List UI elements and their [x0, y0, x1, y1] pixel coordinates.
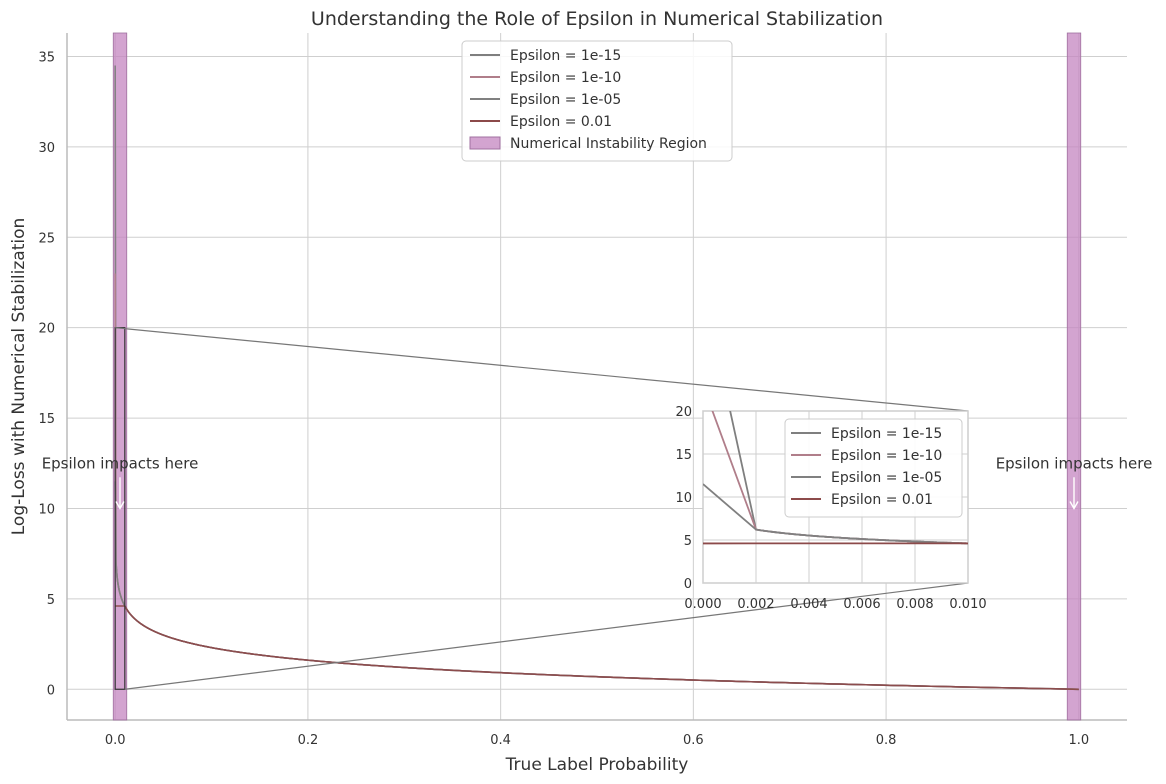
- x-tick-label: 0.4: [490, 733, 511, 748]
- inset-plot-area: 0.000 0.002 0.004 0.006 0.008 0.010 0 5 10 15 20 Ep…: [675, 405, 986, 612]
- y-tick-label: 15: [38, 412, 55, 427]
- zoom-connector-line: [115, 327, 969, 412]
- inset-x-tick-label: 0.006: [843, 597, 880, 612]
- x-tick-label: 1.0: [1068, 733, 1089, 748]
- inset-x-tick-label: 0.004: [790, 597, 827, 612]
- inset-legend-label: Epsilon = 0.01: [831, 492, 933, 508]
- y-tick-label: 35: [38, 51, 55, 66]
- y-axis-title: Log-Loss with Numerical Stabilization: [9, 218, 29, 536]
- legend-label: Epsilon = 0.01: [510, 114, 612, 130]
- x-axis-title: True Label Probability: [505, 755, 689, 775]
- inset-legend-label: Epsilon = 1e-15: [831, 426, 942, 442]
- y-tick-label: 30: [38, 141, 55, 156]
- inset-y-tick-label: 0: [684, 577, 692, 592]
- x-tick-label: 0.8: [876, 733, 897, 748]
- y-tick-label: 25: [38, 231, 55, 246]
- annotation-arrowhead: [1069, 501, 1079, 510]
- main-plot-area: 0.0 0.2 0.4 0.6 0.8 1.0 0 5 10 15 20 25 30 35 Epsilon …: [38, 32, 1153, 748]
- inset-legend-label: Epsilon = 1e-05: [831, 470, 942, 486]
- inset-x-tick-label: 0.002: [737, 597, 774, 612]
- inset-series-line: [703, 483, 968, 545]
- legend-swatch: [469, 136, 501, 150]
- legend-box: [461, 40, 733, 162]
- chart-title: Understanding the Role of Epsilon in Num…: [311, 8, 883, 30]
- y-tick-label: 5: [47, 593, 55, 608]
- x-tick-label: 0.2: [298, 733, 319, 748]
- annotation-arrowhead: [115, 501, 125, 510]
- inset-x-tick-label: 0.010: [949, 597, 986, 612]
- legend-label: Epsilon = 1e-15: [510, 48, 621, 64]
- y-tick-label: 20: [38, 322, 55, 337]
- inset-legend: Epsilon = 1e-15 Epsilon = 1e-10 Epsilon = …: [784, 418, 963, 518]
- zoom-connector-line: [124, 582, 969, 690]
- inset-y-tick-label: 10: [675, 491, 692, 506]
- inset-x-tick-label: 0.008: [896, 597, 933, 612]
- legend-label: Epsilon = 1e-10: [510, 70, 621, 86]
- inset-legend-box: [784, 418, 963, 518]
- x-tick-label: 0.0: [105, 733, 126, 748]
- inset-y-tick-label: 5: [684, 534, 692, 549]
- legend-label: Epsilon = 1e-05: [510, 92, 621, 108]
- inset-series-group: [703, 411, 968, 545]
- y-tick-label: 0: [47, 683, 55, 698]
- main-legend: Epsilon = 1e-15 Epsilon = 1e-10 Epsilon = …: [461, 40, 733, 162]
- annotation-text: Epsilon impacts here: [996, 454, 1153, 472]
- inset-y-tick-label: 20: [675, 405, 692, 420]
- instability-region: [1066, 32, 1082, 721]
- inset-x-tick-label: 0.000: [684, 597, 721, 612]
- inset-legend-label: Epsilon = 1e-10: [831, 448, 942, 464]
- annotation-text: Epsilon impacts here: [42, 454, 199, 472]
- inset-y-tick-label: 15: [675, 448, 692, 463]
- series-group: [114, 65, 1079, 691]
- legend-label: Numerical Instability Region: [510, 136, 707, 152]
- y-tick-label: 10: [38, 502, 55, 517]
- x-tick-label: 0.6: [683, 733, 704, 748]
- series-line: [115, 605, 1079, 691]
